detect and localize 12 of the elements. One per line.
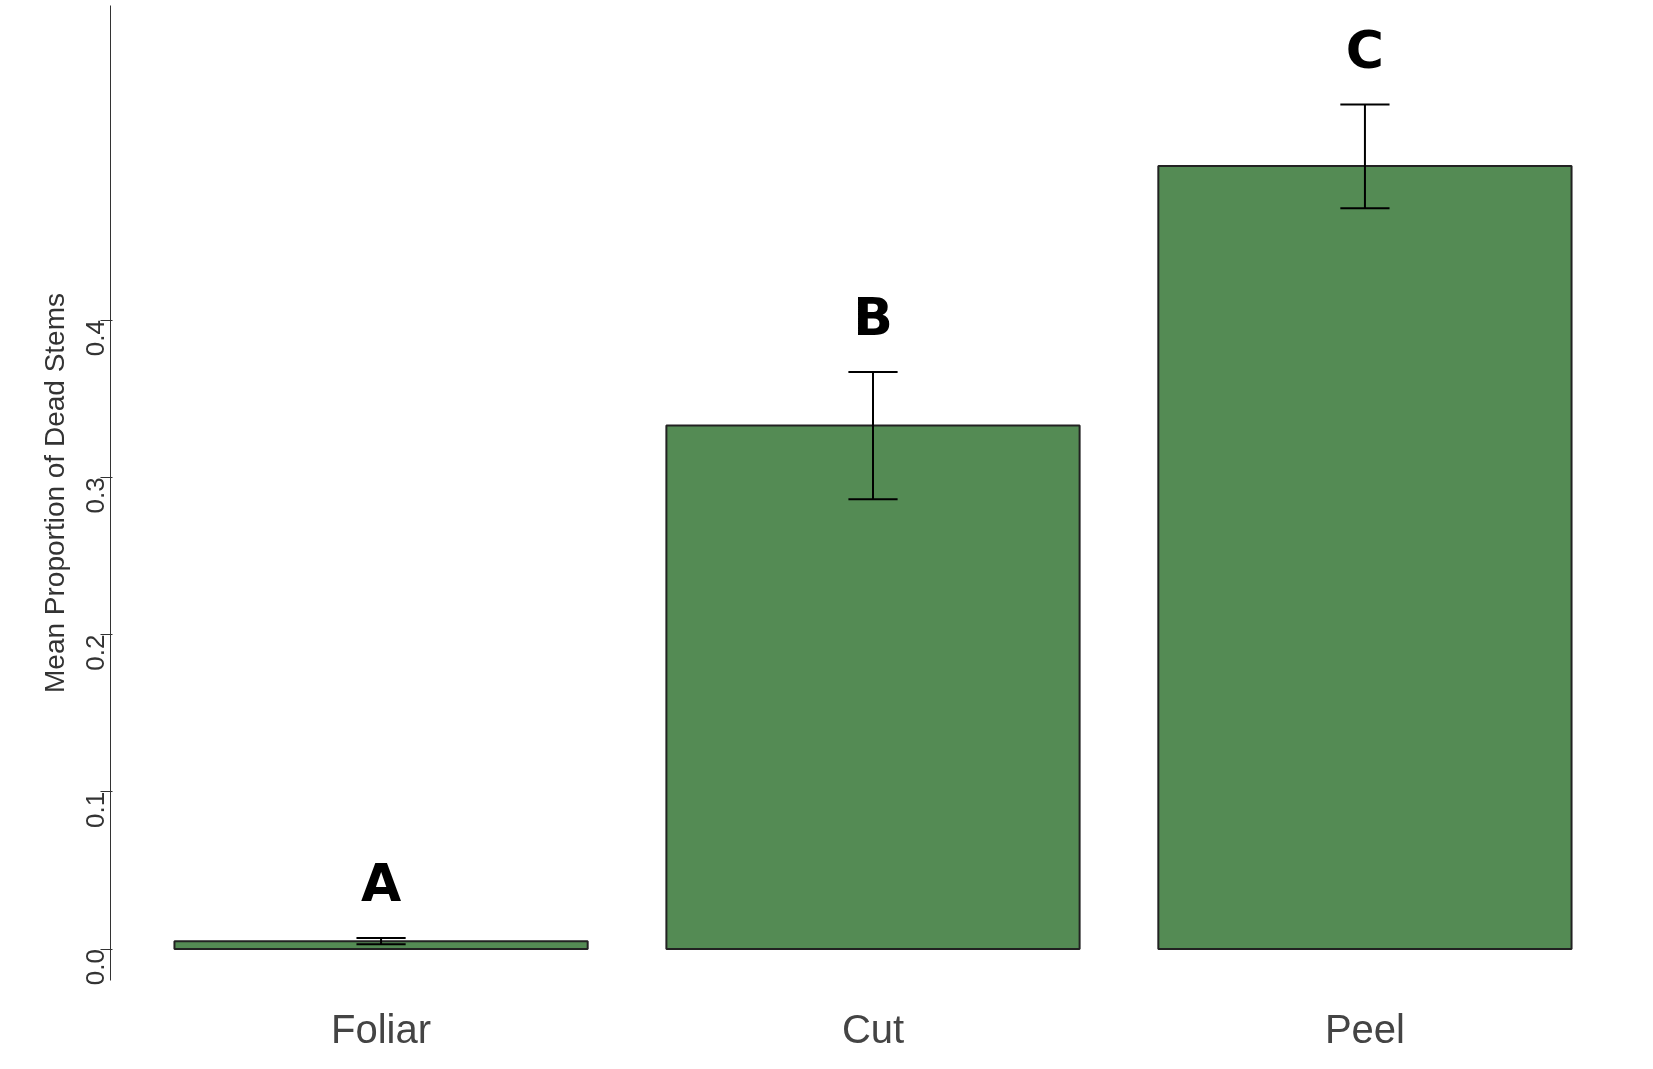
y-tick-label: 0.0 <box>80 949 111 986</box>
annotation: B <box>853 286 893 347</box>
annotation: C <box>1345 19 1385 80</box>
x-tick-label: Peel <box>1324 1006 1405 1051</box>
y-tick-label: 0.4 <box>80 320 111 357</box>
x-tick-label: Foliar <box>331 1006 432 1051</box>
y-tick-label: 0.3 <box>80 477 111 514</box>
y-axis-title: Mean Proportion of Dead Stems <box>38 293 70 693</box>
x-tick-label: Cut <box>841 1006 905 1051</box>
annotation: A <box>360 853 402 914</box>
y-tick-label: 0.1 <box>80 791 111 828</box>
y-tick-label: 0.2 <box>80 634 111 671</box>
